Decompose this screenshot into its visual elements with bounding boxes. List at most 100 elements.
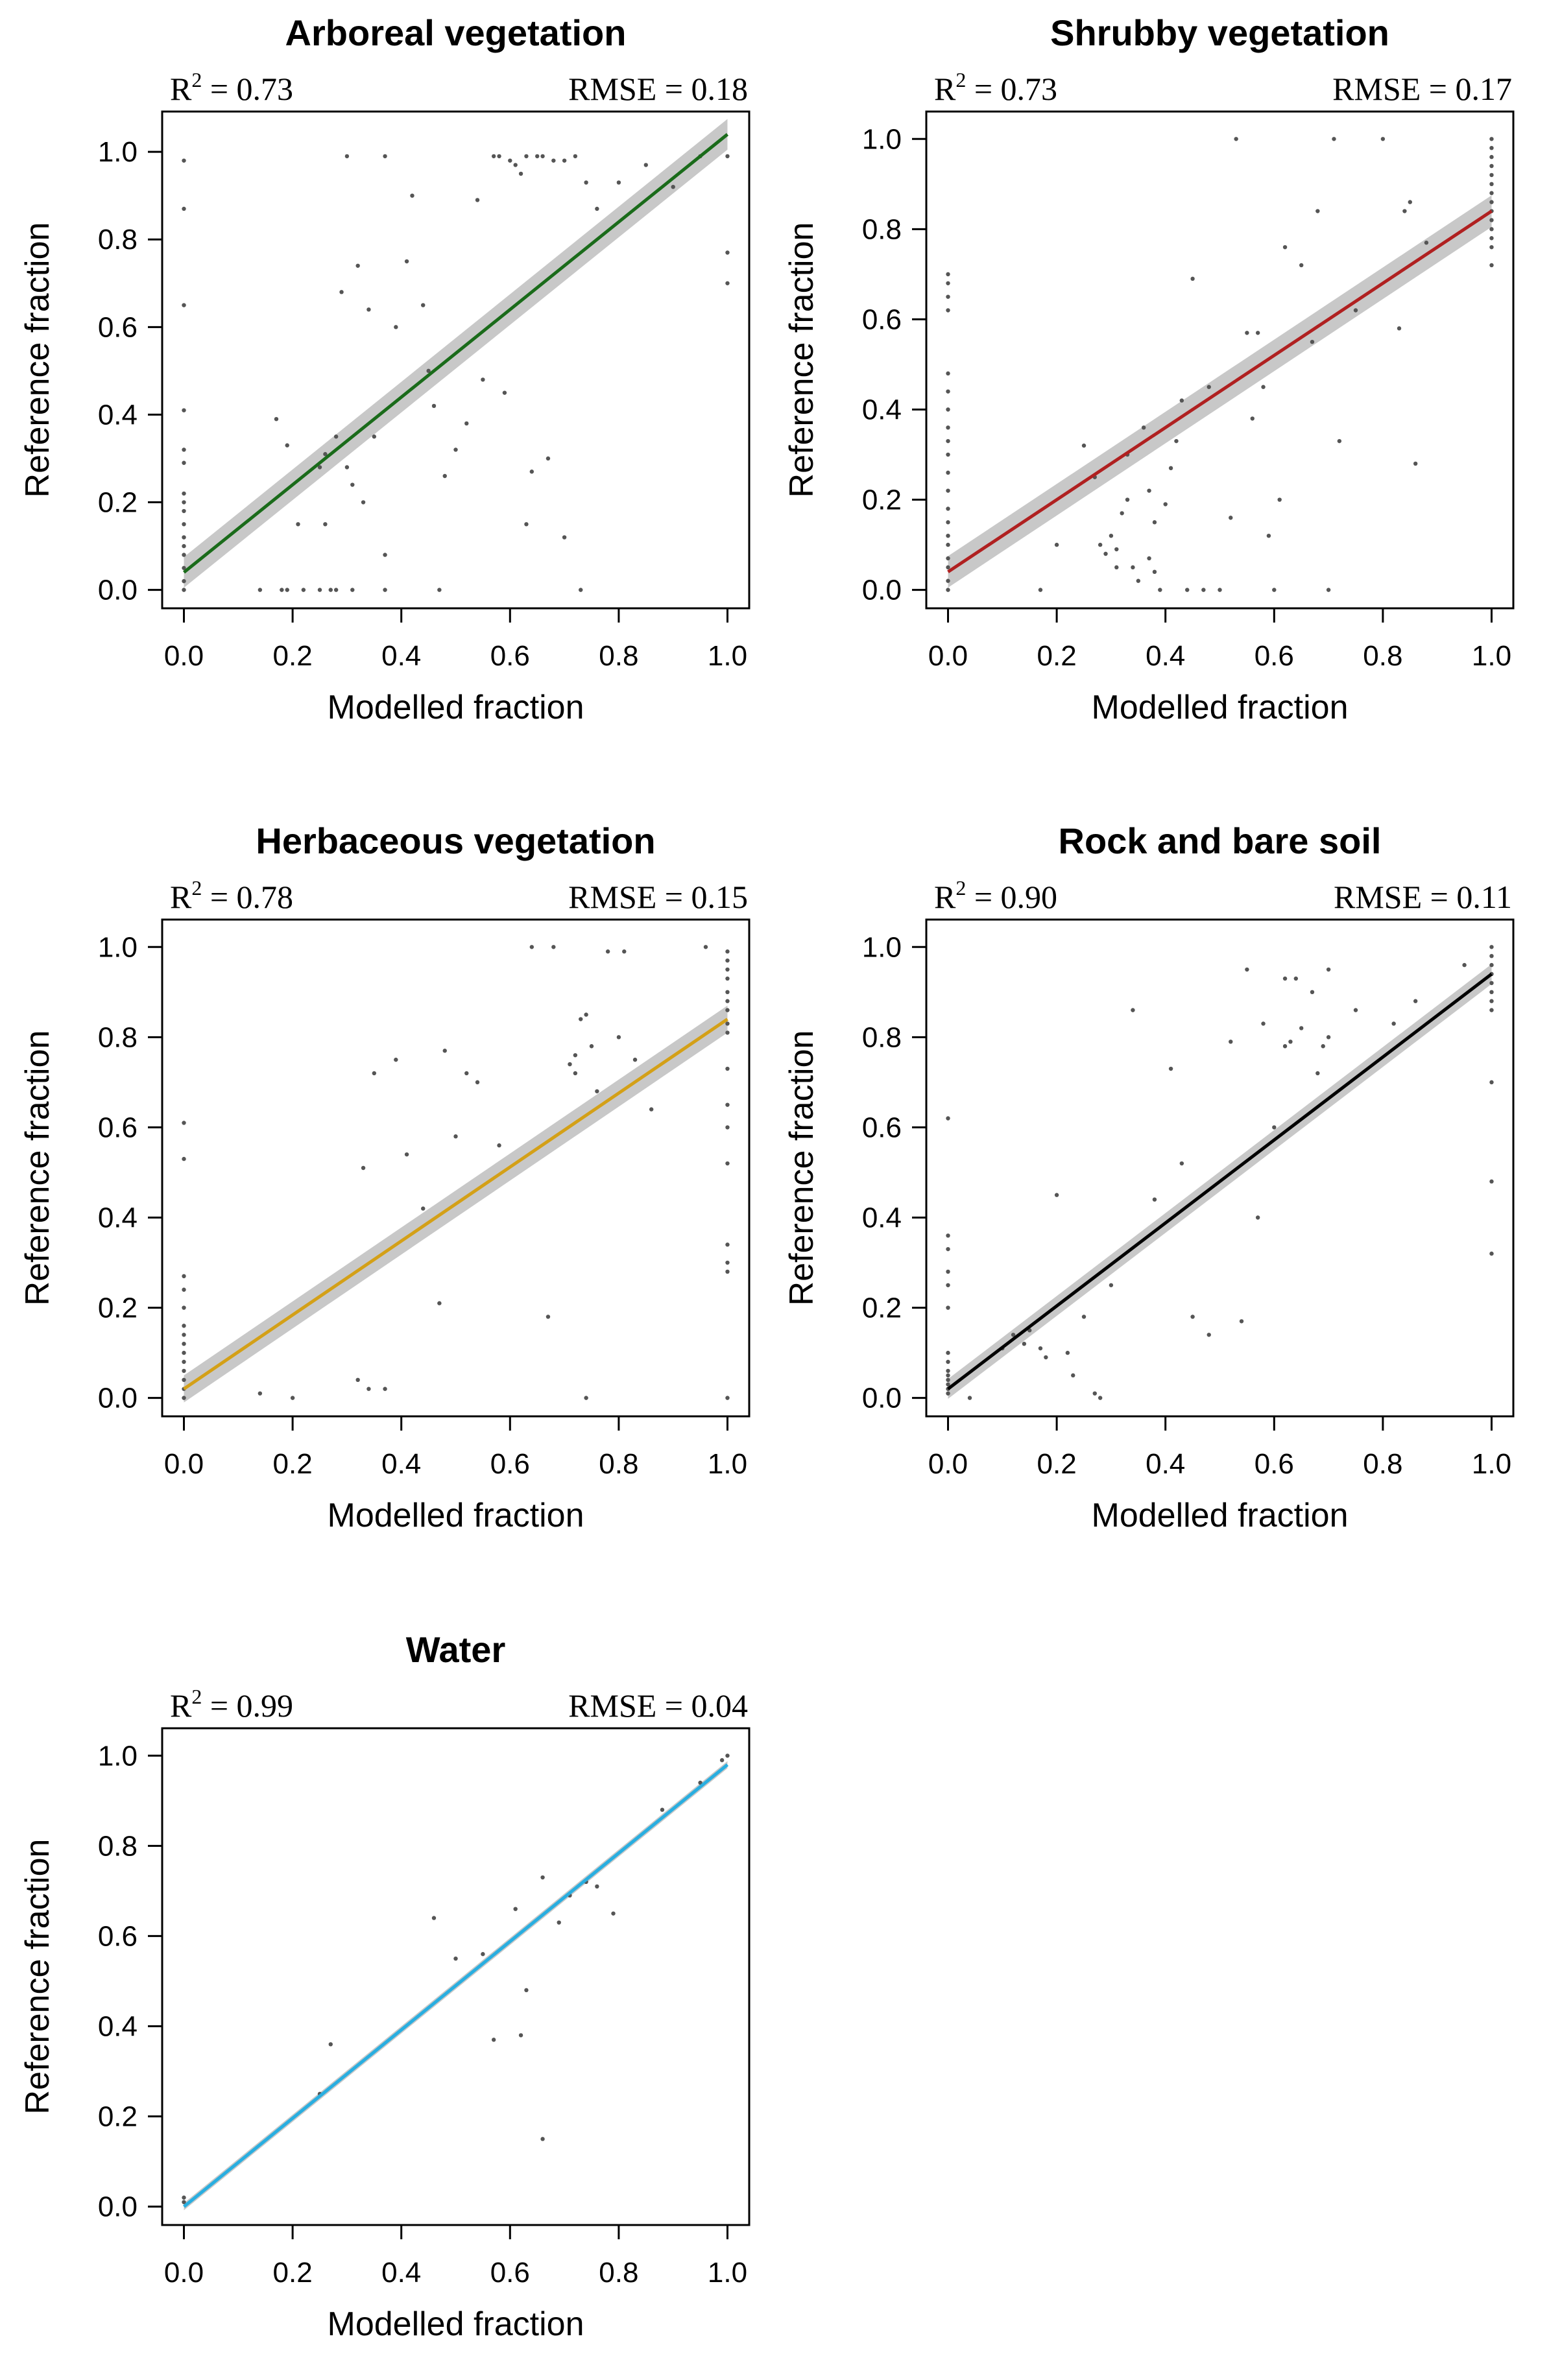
data-point — [1299, 263, 1304, 268]
y-axis-label: Reference fraction — [783, 1030, 821, 1306]
data-point — [1489, 263, 1494, 268]
chart-panel-2: Shrubby vegetation R2 = 0.73 RMSE = 0.17 0.… — [783, 12, 1515, 726]
data-point — [1147, 488, 1151, 493]
data-point — [182, 408, 186, 412]
data-point — [182, 460, 186, 465]
data-point — [344, 154, 350, 159]
data-point — [1136, 578, 1141, 583]
data-point — [1239, 1319, 1244, 1324]
r-squared-label: R2 = 0.73 — [934, 68, 1057, 107]
data-point — [584, 1012, 588, 1017]
data-point — [404, 1152, 409, 1157]
data-point — [557, 1920, 561, 1925]
x-tick-label: 0.0 — [928, 1448, 968, 1480]
x-tick-label: 0.8 — [599, 2257, 638, 2289]
data-point — [1255, 1215, 1260, 1220]
data-point — [182, 1350, 186, 1355]
data-point — [1321, 1044, 1325, 1049]
data-point — [1054, 1193, 1059, 1197]
y-tick-label: 1.0 — [862, 931, 902, 963]
x-tick-label: 0.6 — [1255, 1448, 1294, 1480]
data-point — [1141, 425, 1146, 430]
x-tick-label: 0.2 — [273, 1448, 313, 1480]
data-point — [383, 553, 387, 557]
data-point — [182, 565, 186, 571]
chart-panel-3: Herbaceous vegetation R2 = 0.78 RMSE = 0.1… — [19, 820, 750, 1534]
data-point — [280, 588, 284, 592]
data-point — [442, 473, 447, 479]
data-point — [464, 421, 469, 426]
x-tick-label: 0.4 — [381, 640, 421, 672]
data-point — [437, 588, 442, 592]
y-axis-label: Reference fraction — [19, 222, 56, 498]
data-point — [1174, 438, 1179, 444]
data-point — [355, 263, 360, 268]
regression-line — [183, 1017, 728, 1390]
data-point — [182, 500, 186, 505]
data-point — [1489, 1179, 1494, 1184]
data-point — [355, 1377, 360, 1383]
data-point — [595, 1884, 599, 1889]
x-tick-label: 1.0 — [1472, 1448, 1511, 1480]
data-point — [946, 1377, 950, 1383]
y-tick-label: 0.6 — [862, 1112, 902, 1143]
y-tick-label: 0.8 — [98, 1021, 138, 1053]
data-point — [182, 1333, 186, 1337]
x-tick-label: 1.0 — [708, 1448, 747, 1480]
data-point — [1489, 1080, 1494, 1085]
data-point — [508, 158, 512, 163]
data-point — [611, 1911, 616, 1916]
data-point — [1152, 520, 1157, 525]
chart-title: Herbaceous vegetation — [256, 820, 655, 861]
y-tick-label: 0.2 — [862, 1292, 902, 1324]
y-tick-label: 1.0 — [98, 1740, 138, 1772]
data-point — [568, 1062, 572, 1067]
data-point — [725, 967, 730, 972]
data-point — [643, 163, 648, 167]
data-point — [333, 434, 339, 439]
chart-title: Water — [406, 1629, 506, 1670]
data-point — [1489, 227, 1494, 232]
x-axis-label: Modelled fraction — [328, 689, 584, 726]
r-squared-label: R2 = 0.99 — [170, 1685, 293, 1724]
regression-line — [182, 133, 729, 574]
data-point — [366, 307, 371, 312]
x-tick-label: 0.2 — [1037, 640, 1077, 672]
data-point — [1098, 542, 1103, 547]
y-tick-label: 0.6 — [862, 303, 902, 335]
data-point — [1038, 588, 1043, 592]
data-point — [946, 1283, 950, 1287]
data-point — [1310, 990, 1315, 995]
data-point — [182, 522, 186, 527]
data-point — [946, 506, 950, 511]
data-point — [1120, 511, 1124, 516]
data-point — [1179, 1161, 1184, 1166]
data-point — [333, 588, 339, 592]
data-point — [426, 368, 431, 374]
data-point — [1310, 339, 1315, 344]
x-tick-label: 0.0 — [928, 640, 968, 672]
data-point — [453, 447, 458, 452]
data-point — [372, 1071, 377, 1076]
data-point — [1288, 1040, 1293, 1044]
y-axis-label: Reference fraction — [783, 222, 821, 498]
data-point — [182, 2195, 186, 2200]
data-point — [518, 2033, 523, 2038]
data-point — [946, 425, 950, 430]
data-point — [182, 158, 186, 163]
data-point — [1092, 1391, 1097, 1396]
data-point — [725, 976, 730, 981]
data-point — [1489, 962, 1494, 968]
y-tick-label: 0.4 — [98, 1202, 138, 1233]
data-point — [1245, 967, 1249, 972]
plot-frame — [161, 918, 750, 1418]
chart-title: Arboreal vegetation — [285, 12, 627, 53]
y-tick-label: 0.2 — [98, 1292, 138, 1324]
y-tick-label: 0.8 — [862, 1021, 902, 1053]
y-tick-label: 0.4 — [98, 399, 138, 431]
data-point — [649, 1107, 654, 1112]
data-point — [725, 281, 730, 285]
data-point — [1489, 981, 1494, 986]
data-point — [1234, 137, 1238, 141]
